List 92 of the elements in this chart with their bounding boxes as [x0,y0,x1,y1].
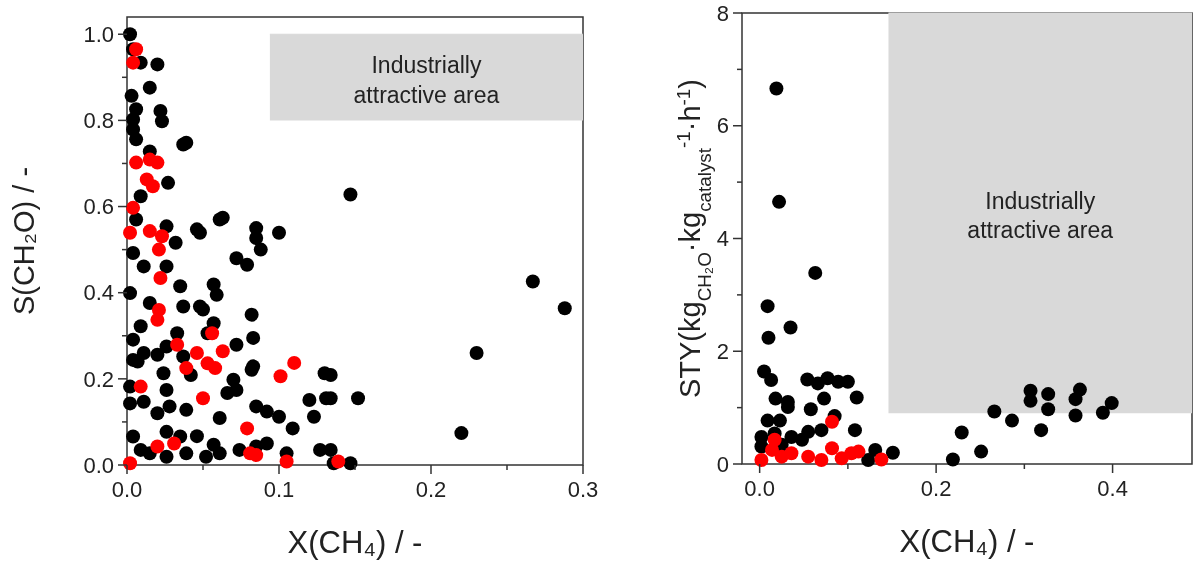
point [331,454,346,469]
point [142,224,157,239]
point [1041,387,1056,402]
y-tick-label: 4 [716,226,729,252]
point [764,373,779,387]
point [1068,408,1083,423]
y-tick-label: 0.8 [83,108,114,134]
point [825,414,839,429]
point [153,271,168,286]
point [774,449,789,464]
x-tick-label: 0.2 [920,476,952,501]
point [179,361,194,376]
y-tick-label: 0.2 [83,366,114,392]
point [215,344,230,359]
point [808,265,823,280]
point [768,391,783,406]
point [208,361,223,376]
point [1104,396,1119,411]
point [1005,413,1019,428]
point [801,449,816,464]
point [885,445,900,460]
point [825,441,839,456]
point [150,312,165,327]
point [803,402,818,417]
point [795,432,809,447]
point [849,390,864,405]
point [861,453,876,468]
x-tick-label: 0.4 [1097,476,1128,501]
point [1034,423,1049,438]
point [189,346,204,360]
point [760,299,775,314]
y-tick-label: 0.0 [83,452,114,478]
point [814,453,829,468]
point [945,452,960,467]
point [754,453,769,468]
point [240,421,255,436]
point [273,369,288,384]
x-tick-label: 0.0 [111,477,143,502]
point [851,444,866,459]
point [205,326,220,341]
point [150,155,165,170]
y-tick-label: 0 [716,451,729,477]
y-tick-label: 0.6 [83,194,114,220]
point [874,452,889,467]
point [249,448,264,463]
point [1041,402,1056,417]
x-tick-label: 0.3 [567,477,599,502]
point [133,379,148,394]
x-axis-title: X(CH₄) / - [899,524,1035,559]
point [196,391,210,406]
x-tick-label: 0.0 [744,476,775,501]
point [847,423,862,438]
point [151,242,166,257]
point [287,355,302,370]
point [783,320,798,335]
x-axis-title: X(CH₄) / - [287,525,423,560]
point [987,404,1002,419]
point [974,444,989,459]
point [954,425,969,440]
point [772,194,787,209]
point [772,413,787,428]
y-tick-label: 2 [716,338,729,364]
y-tick-label: 8 [716,0,729,26]
point [817,391,832,406]
point [126,200,141,215]
point [834,451,849,466]
x-tick-label: 0.1 [263,477,295,502]
point [765,442,779,457]
point [126,55,141,70]
point [154,229,169,244]
point [1095,405,1110,420]
point [760,413,775,428]
point [1023,393,1038,408]
point [761,330,776,345]
point [129,155,144,170]
point [1072,382,1087,397]
y-tick-label: 1.0 [83,21,114,47]
point [840,374,855,389]
point [167,436,182,451]
y-tick-label: 6 [716,113,729,139]
point [170,337,185,352]
point [123,225,138,240]
annotation: Industrially attractive area [353,51,500,108]
point [279,454,294,469]
y-tick-label: 0.4 [83,280,114,306]
annotation: Industrially attractive area [967,187,1114,244]
point [150,439,165,454]
y-axis-title: S(CH₂O) / - [8,166,40,316]
x-tick-label: 0.2 [415,477,447,502]
point [769,81,784,96]
point [814,423,829,438]
point [145,179,160,194]
